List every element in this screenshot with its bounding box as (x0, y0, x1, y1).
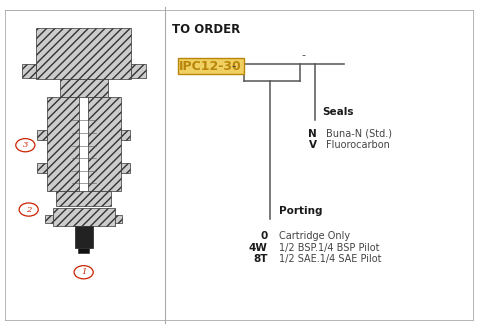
Text: Buna-N (Std.): Buna-N (Std.) (326, 129, 392, 139)
Text: 1: 1 (81, 268, 87, 276)
Polygon shape (53, 208, 115, 226)
Text: -: - (301, 50, 305, 60)
Text: 2: 2 (26, 206, 32, 214)
Polygon shape (120, 130, 130, 140)
Polygon shape (60, 79, 108, 97)
Polygon shape (45, 215, 53, 223)
Text: 0: 0 (261, 231, 268, 241)
Text: 1/2 SAE.1/4 SAE Pilot: 1/2 SAE.1/4 SAE Pilot (279, 254, 381, 264)
Text: 1/2 BSP.1/4 BSP Pilot: 1/2 BSP.1/4 BSP Pilot (279, 243, 379, 252)
Text: Fluorocarbon: Fluorocarbon (326, 140, 390, 150)
Polygon shape (88, 97, 120, 191)
Text: Porting: Porting (279, 206, 322, 216)
Polygon shape (115, 215, 122, 223)
Polygon shape (131, 64, 146, 78)
Text: TO ORDER: TO ORDER (172, 23, 240, 36)
Text: 8T: 8T (253, 254, 268, 264)
Text: Seals: Seals (323, 107, 354, 117)
Polygon shape (78, 248, 89, 253)
Polygon shape (22, 64, 36, 78)
Polygon shape (36, 28, 131, 79)
Polygon shape (56, 191, 111, 206)
Polygon shape (120, 163, 130, 173)
Text: N: N (308, 129, 317, 139)
Text: V: V (309, 140, 317, 150)
Polygon shape (46, 97, 79, 191)
Polygon shape (37, 163, 46, 173)
Text: 4W: 4W (249, 243, 268, 252)
Text: IPC12-30: IPC12-30 (179, 59, 242, 73)
Polygon shape (75, 226, 93, 248)
Polygon shape (37, 130, 46, 140)
Text: Cartridge Only: Cartridge Only (279, 231, 350, 241)
Text: -: - (228, 59, 236, 73)
Text: 3: 3 (22, 141, 28, 149)
